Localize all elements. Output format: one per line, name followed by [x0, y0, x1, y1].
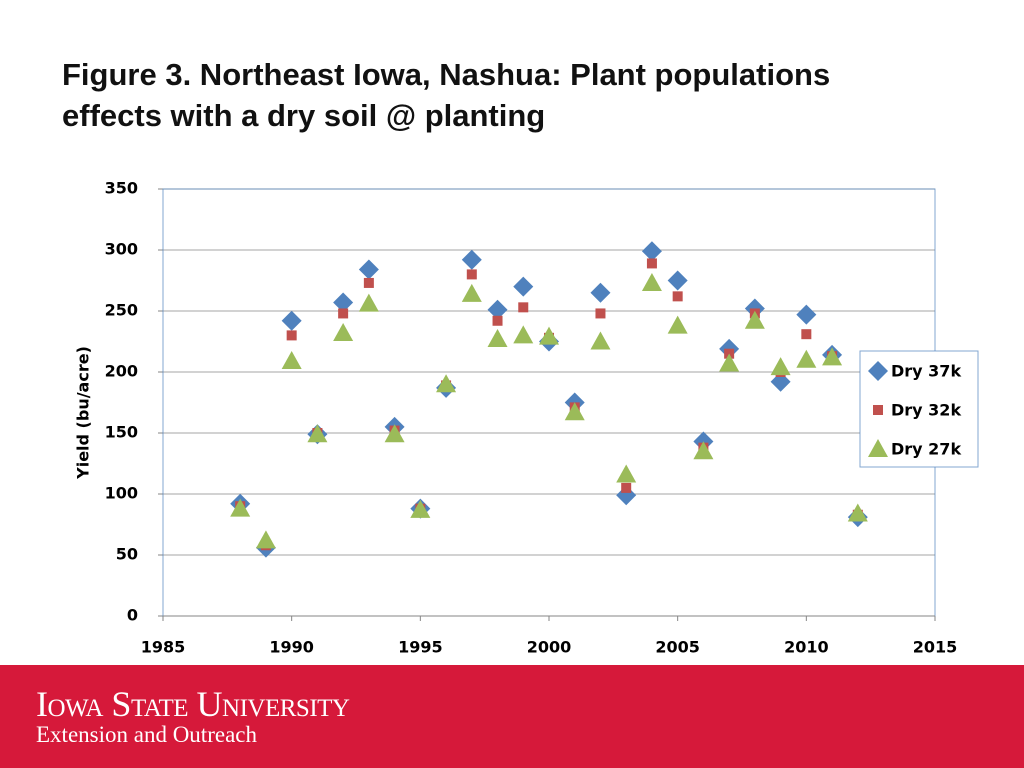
data-point	[744, 310, 765, 329]
data-point	[621, 482, 632, 493]
data-point	[646, 258, 657, 269]
data-point	[796, 304, 817, 325]
data-point	[358, 259, 379, 280]
chart: 0 50 100 150 200 250 300 350 1985 1990 1995 2000 200…	[74, 179, 979, 657]
y-tick-label: 50	[116, 545, 138, 564]
data-point	[513, 325, 534, 344]
x-tick-label: 2015	[913, 638, 958, 657]
legend-label: Dry 27k	[891, 440, 961, 459]
data-point	[616, 464, 637, 483]
data-point	[333, 292, 354, 313]
legend-label: Dry 37k	[891, 362, 961, 381]
data-point	[286, 330, 297, 341]
y-axis-title: Yield (bu/acre)	[74, 346, 93, 480]
data-point	[796, 349, 817, 368]
data-point	[230, 498, 251, 517]
data-point	[693, 441, 714, 460]
x-tick-label: 2010	[784, 638, 829, 657]
data-point	[513, 276, 534, 297]
data-point	[641, 241, 662, 262]
data-point	[338, 308, 349, 319]
data-point	[487, 299, 508, 320]
data-point	[384, 424, 405, 443]
university-name: Iowa State University	[36, 684, 350, 724]
data-point	[770, 357, 791, 376]
x-tick-label: 2005	[655, 638, 700, 657]
legend-label: Dry 32k	[891, 401, 961, 420]
legend-marker	[868, 439, 888, 457]
data-point	[590, 282, 611, 303]
legend-marker	[868, 361, 888, 381]
y-tick-label: 200	[105, 362, 138, 381]
legend-marker	[873, 405, 883, 415]
data-point	[822, 347, 843, 366]
plot-border	[162, 188, 936, 617]
data-point	[492, 315, 503, 326]
unit-name: Extension and Outreach	[36, 722, 257, 747]
data-point	[667, 315, 688, 334]
data-point	[539, 326, 559, 345]
data-point	[255, 530, 276, 549]
data-point	[564, 402, 585, 421]
data-point	[461, 249, 482, 270]
data-point	[847, 503, 868, 522]
y-tick-label: 300	[105, 240, 138, 259]
data-point	[518, 302, 529, 313]
data-point	[672, 291, 683, 302]
x-tick-label: 1990	[269, 638, 314, 657]
data-point	[307, 424, 328, 443]
data-point	[461, 283, 482, 302]
data-point	[641, 272, 662, 291]
data-point	[436, 374, 457, 393]
x-tick-label: 1995	[398, 638, 443, 657]
y-tick-label: 250	[105, 301, 138, 320]
data-point	[281, 351, 302, 370]
footer: Iowa State University Extension and Outr…	[0, 665, 1024, 768]
data-point	[487, 329, 508, 348]
data-point	[595, 308, 606, 319]
data-point	[410, 499, 431, 518]
data-point	[333, 322, 354, 341]
data-point	[358, 293, 379, 312]
data-point	[466, 269, 477, 280]
data-point	[667, 270, 688, 291]
y-tick-label: 350	[105, 179, 138, 198]
data-point	[801, 329, 812, 340]
y-tick-label: 100	[105, 484, 138, 503]
data-point	[590, 331, 611, 350]
chart-title: Figure 3. Northeast Iowa, Nashua: Plant …	[62, 57, 831, 133]
y-tick-label: 150	[105, 423, 138, 442]
x-tick-label: 2000	[527, 638, 572, 657]
data-point	[363, 277, 374, 288]
x-tick-label: 1985	[141, 638, 186, 657]
y-tick-label: 0	[127, 606, 138, 625]
data-point	[281, 310, 302, 331]
data-point	[719, 353, 740, 372]
